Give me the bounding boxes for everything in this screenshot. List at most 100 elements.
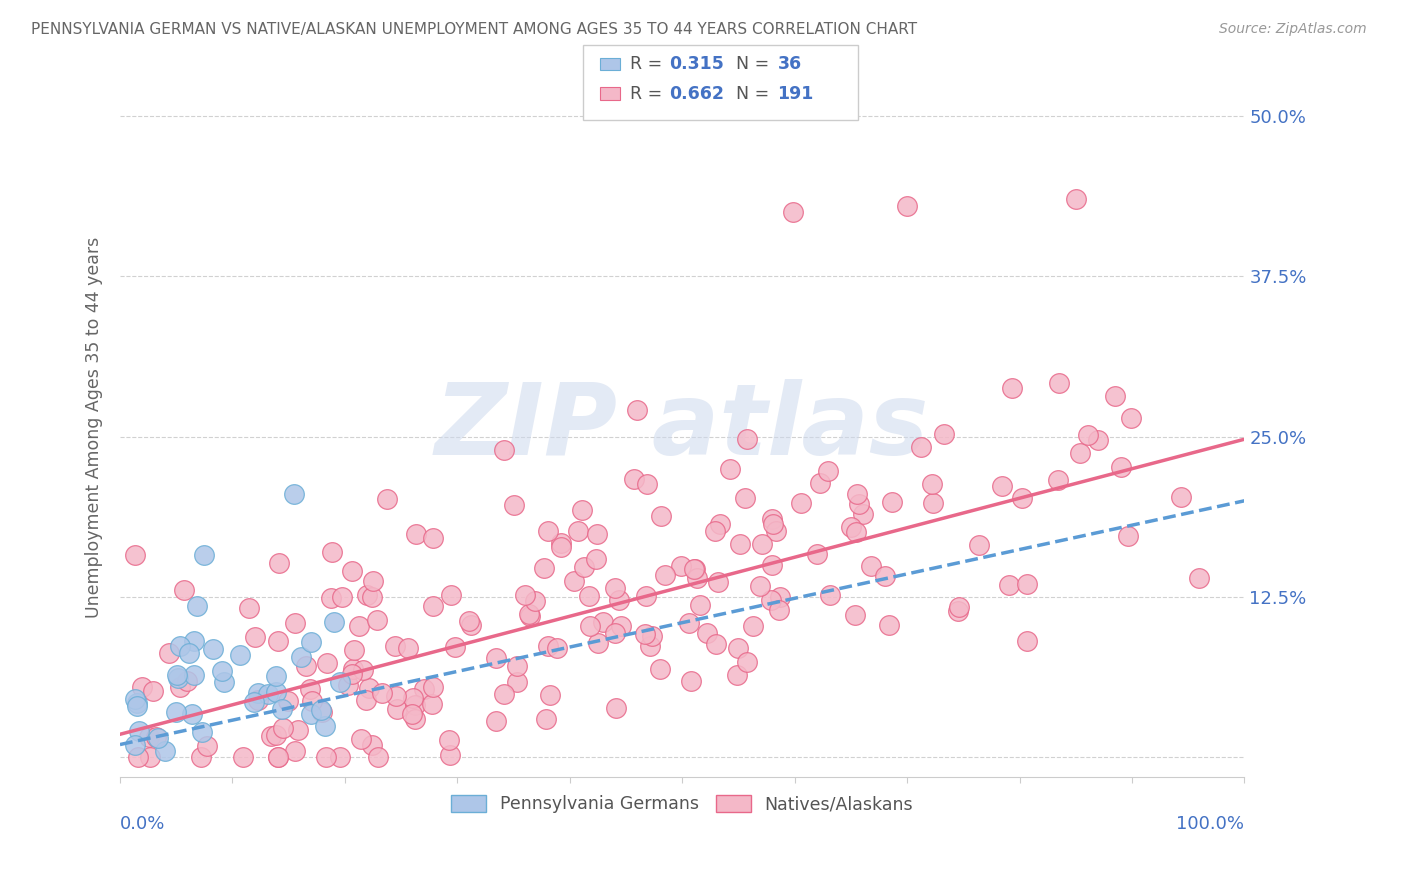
Point: [768, 590, 790, 604]
Point: [506, 675, 529, 690]
Point: [592, 615, 614, 629]
Point: [284, 616, 307, 631]
Point: [877, 618, 900, 632]
Point: [523, 594, 546, 608]
Point: [229, 648, 252, 662]
Point: [145, 731, 167, 745]
Point: [283, 487, 305, 501]
Point: [340, 565, 363, 579]
Text: R =: R =: [630, 85, 668, 103]
Point: [193, 548, 215, 562]
Point: [329, 675, 352, 690]
Point: [494, 443, 516, 458]
Point: [367, 750, 389, 764]
Point: [998, 577, 1021, 591]
Point: [211, 664, 233, 678]
Point: [186, 599, 208, 613]
Point: [638, 639, 661, 653]
Text: 0.0%: 0.0%: [120, 815, 166, 833]
Point: [761, 558, 783, 572]
Point: [124, 692, 146, 706]
Point: [363, 574, 385, 589]
Point: [860, 559, 883, 574]
Point: [610, 619, 633, 633]
Point: [181, 706, 204, 721]
Point: [264, 684, 287, 698]
Point: [844, 608, 866, 623]
Point: [267, 750, 290, 764]
Point: [880, 495, 903, 509]
Point: [586, 636, 609, 650]
Point: [321, 545, 343, 559]
Point: [678, 615, 700, 630]
Point: [706, 574, 728, 589]
Point: [290, 650, 312, 665]
Point: [329, 750, 352, 764]
Point: [790, 496, 813, 510]
Point: [457, 614, 479, 628]
Point: [683, 562, 706, 576]
Point: [153, 744, 176, 758]
Point: [166, 671, 188, 685]
Point: [748, 579, 770, 593]
Point: [1017, 577, 1039, 591]
Point: [299, 706, 322, 721]
Point: [585, 552, 607, 566]
Point: [634, 627, 657, 641]
Point: [405, 698, 427, 713]
Point: [401, 706, 423, 721]
Point: [546, 640, 568, 655]
Point: [817, 464, 839, 478]
Point: [513, 588, 536, 602]
Point: [125, 696, 148, 710]
Point: [311, 706, 333, 720]
Point: [730, 537, 752, 551]
Point: [538, 688, 561, 702]
Point: [845, 524, 868, 539]
Point: [413, 681, 436, 696]
Point: [377, 492, 399, 507]
Point: [1104, 389, 1126, 403]
Point: [852, 507, 875, 521]
Point: [1087, 433, 1109, 447]
Point: [316, 656, 339, 670]
Point: [405, 527, 427, 541]
Point: [270, 702, 292, 716]
Point: [550, 540, 572, 554]
Point: [243, 695, 266, 709]
Text: ZIP atlas: ZIP atlas: [434, 378, 929, 475]
Point: [946, 604, 969, 618]
Text: Source: ZipAtlas.com: Source: ZipAtlas.com: [1219, 22, 1367, 37]
Point: [742, 619, 765, 633]
Point: [1069, 446, 1091, 460]
Point: [1116, 529, 1139, 543]
Point: [190, 750, 212, 764]
Point: [256, 686, 278, 700]
Point: [371, 685, 394, 699]
Point: [247, 693, 270, 707]
Point: [686, 571, 709, 585]
Point: [572, 560, 595, 574]
Point: [366, 613, 388, 627]
Point: [402, 690, 425, 705]
Point: [922, 496, 945, 510]
Point: [650, 508, 672, 523]
Point: [440, 588, 463, 602]
Point: [848, 498, 870, 512]
Point: [443, 640, 465, 654]
Point: [626, 403, 648, 417]
Point: [361, 738, 384, 752]
Point: [422, 531, 444, 545]
Text: R =: R =: [630, 55, 668, 73]
Point: [330, 590, 353, 604]
Point: [765, 524, 787, 539]
Point: [934, 426, 956, 441]
Point: [166, 667, 188, 681]
Point: [564, 574, 586, 588]
Point: [195, 739, 218, 753]
Point: [806, 547, 828, 561]
Text: 0.315: 0.315: [669, 55, 724, 73]
Point: [264, 728, 287, 742]
Point: [967, 538, 990, 552]
Point: [422, 599, 444, 613]
